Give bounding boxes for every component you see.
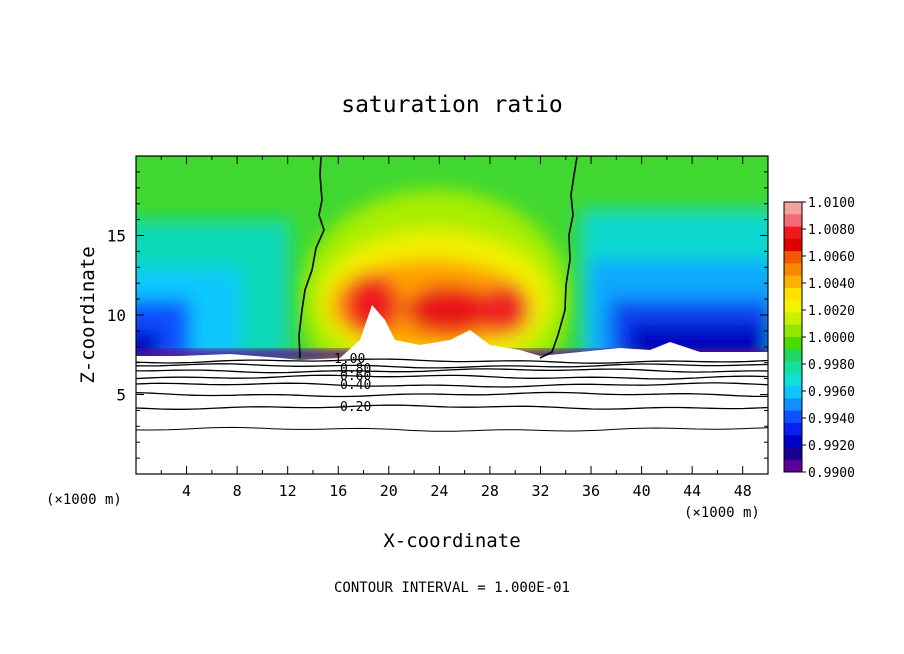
cloud-boundary-left — [298, 156, 325, 359]
colorbar-label: 0.9960 — [808, 385, 855, 400]
colorbar-swatch — [784, 263, 802, 277]
contour-line — [136, 363, 768, 369]
colorbar-swatch — [784, 373, 802, 387]
colorbar-swatch — [784, 447, 802, 461]
x-axis-label: X-coordinate — [383, 530, 520, 552]
colorbar-label: 1.0100 — [808, 196, 855, 211]
colorbar-swatch — [784, 435, 802, 448]
x-axis: 4 8 12 16 20 24 28 32 36 40 44 48 — [160, 156, 752, 500]
colorbar-label: 0.9900 — [808, 466, 855, 481]
contour-line — [136, 368, 768, 374]
colorbar-swatch — [784, 410, 802, 424]
y-tick-label: 10 — [107, 306, 126, 325]
contour-line — [136, 391, 768, 398]
colorbar-swatch — [784, 361, 802, 375]
x-tick-label: 8 — [233, 482, 242, 500]
colorbar-swatch — [784, 398, 802, 412]
right-cool-region — [580, 210, 768, 360]
y-axis-label: Z-coordinate — [77, 246, 99, 383]
contour-lines — [136, 358, 768, 432]
y-axis: 5 10 15 — [107, 171, 768, 459]
x-tick-label: 32 — [531, 482, 549, 500]
x-tick-label: 36 — [582, 482, 600, 500]
chart-title: saturation ratio — [341, 92, 563, 118]
colorbar-label: 0.9980 — [808, 358, 855, 373]
contour-label-0-60: 0.60 — [340, 369, 371, 384]
colorbar-swatch — [784, 349, 802, 363]
contour-line — [136, 404, 768, 410]
colorbar-swatch — [784, 422, 802, 436]
x-tick-label: 4 — [182, 482, 191, 500]
contour-label-1-00: 1.00 — [334, 352, 365, 367]
x-unit-left: (×1000 m) — [46, 492, 122, 508]
colorbar-swatch — [784, 275, 802, 289]
colorbar-label: 1.0040 — [808, 277, 855, 292]
x-unit-right: (×1000 m) — [684, 505, 760, 521]
x-tick-label: 48 — [734, 482, 752, 500]
contour-label-0-40: 0.40 — [340, 378, 371, 393]
saturation-field — [136, 156, 768, 474]
colorbar-label: 1.0080 — [808, 223, 855, 238]
colorbar-swatch — [784, 386, 802, 399]
colorbar-swatch — [784, 312, 802, 326]
colorbar-swatch — [784, 324, 802, 338]
y-tick-label: 5 — [116, 386, 126, 405]
contour-line — [136, 426, 768, 432]
colorbar-swatch — [784, 226, 802, 240]
cloud-boundary-right — [539, 156, 578, 359]
colorbar-swatch — [784, 300, 802, 313]
colorbar-label: 0.9920 — [808, 439, 855, 454]
colorbar-swatch — [784, 202, 802, 215]
colorbar-swatch — [784, 337, 802, 350]
plume-red-right — [480, 285, 530, 335]
contour-label-0-20: 0.20 — [340, 400, 371, 415]
colorbar-label: 1.0060 — [808, 250, 855, 265]
colorbar-label: 0.9940 — [808, 412, 855, 427]
contour-label-0-80: 0.80 — [340, 362, 371, 377]
x-tick-label: 28 — [481, 482, 499, 500]
x-tick-label: 12 — [279, 482, 297, 500]
colorbar-swatch — [784, 214, 802, 228]
contour-line — [136, 374, 768, 380]
colorbar-label: 1.0020 — [808, 304, 855, 319]
colorbar-swatch — [784, 287, 802, 301]
contour-line — [136, 358, 768, 364]
colorbar: 1.0100 1.0080 1.0060 1.0040 1.0020 1.0000 0.99… — [783, 196, 855, 481]
y-tick-label: 15 — [107, 227, 126, 246]
x-tick-label: 20 — [380, 482, 398, 500]
subsaturated-region — [136, 305, 768, 474]
x-tick-label: 16 — [329, 482, 347, 500]
colorbar-label: 1.0000 — [808, 331, 855, 346]
colorbar-swatch — [784, 251, 802, 264]
contour-interval-footer: CONTOUR INTERVAL = 1.000E-01 — [334, 580, 570, 596]
plume-red-center — [405, 285, 495, 335]
colorbar-swatch — [784, 459, 802, 473]
x-tick-label: 44 — [683, 482, 701, 500]
colorbar-swatch — [784, 238, 802, 252]
x-tick-label: 40 — [633, 482, 651, 500]
left-cool-region — [136, 220, 290, 360]
contour-line — [136, 382, 768, 388]
x-tick-label: 24 — [430, 482, 448, 500]
